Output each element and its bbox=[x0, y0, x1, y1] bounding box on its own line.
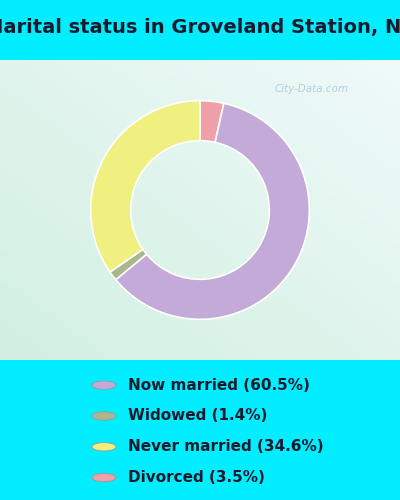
Circle shape bbox=[92, 442, 116, 451]
Text: City-Data.com: City-Data.com bbox=[275, 84, 349, 94]
Wedge shape bbox=[110, 250, 146, 280]
Circle shape bbox=[92, 381, 116, 390]
Circle shape bbox=[92, 412, 116, 420]
Circle shape bbox=[92, 474, 116, 482]
Wedge shape bbox=[91, 100, 200, 272]
Text: Now married (60.5%): Now married (60.5%) bbox=[128, 378, 310, 392]
Text: Marital status in Groveland Station, NY: Marital status in Groveland Station, NY bbox=[0, 18, 400, 36]
Text: Never married (34.6%): Never married (34.6%) bbox=[128, 440, 324, 454]
Wedge shape bbox=[200, 100, 224, 142]
Wedge shape bbox=[116, 104, 309, 320]
Text: Widowed (1.4%): Widowed (1.4%) bbox=[128, 408, 267, 424]
Text: Divorced (3.5%): Divorced (3.5%) bbox=[128, 470, 265, 485]
